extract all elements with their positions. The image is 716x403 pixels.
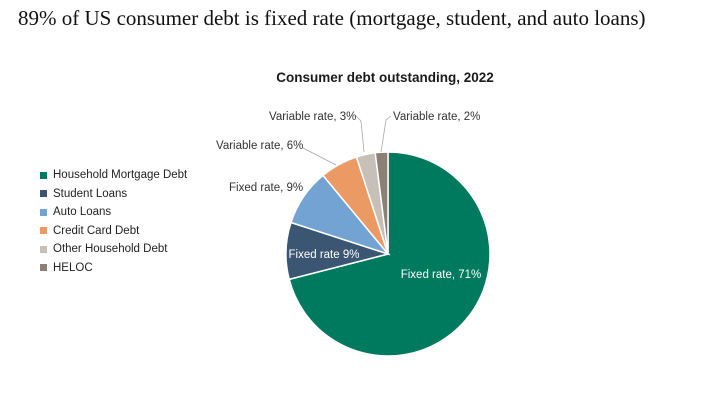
legend-swatch [40, 227, 47, 235]
slice-label: Variable rate, 2% [393, 111, 480, 123]
slice-leader-line [355, 115, 365, 153]
chart-title: Consumer debt outstanding, 2022 [276, 70, 494, 85]
legend-swatch [40, 208, 47, 216]
legend-label: Student Loans [53, 187, 128, 200]
legend-swatch [40, 190, 47, 198]
legend-label: HELOC [53, 261, 93, 274]
pie-slice [374, 151, 389, 255]
legend-swatch [40, 245, 47, 253]
slice-label: Fixed rate, 71% [401, 269, 482, 281]
legend-item: Other Household Debt [40, 240, 187, 259]
slice-label: Fixed rate, 9% [229, 182, 303, 194]
legend-item: Auto Loans [40, 203, 187, 222]
slice-leader-line [302, 147, 337, 166]
slice-label: Variable rate, 3% [269, 111, 356, 123]
legend-label: Household Mortgage Debt [53, 169, 188, 182]
slice-leader-line [380, 115, 392, 153]
legend-item: HELOC [40, 259, 187, 278]
legend-swatch [40, 171, 47, 179]
legend-item: Student Loans [40, 185, 187, 204]
chart-legend: Household Mortgage Debt Student Loans Au… [40, 166, 187, 277]
legend-label: Auto Loans [53, 206, 112, 219]
legend-label: Other Household Debt [53, 243, 168, 256]
slice-label: Fixed rate 9% [289, 249, 360, 261]
legend-item: Credit Card Debt [40, 222, 187, 241]
slice-label: Variable rate, 6% [216, 140, 303, 152]
legend-swatch [40, 264, 47, 272]
slide-title: 89% of US consumer debt is fixed rate (m… [18, 6, 646, 30]
legend-item: Household Mortgage Debt [40, 166, 187, 185]
legend-label: Credit Card Debt [53, 224, 140, 237]
